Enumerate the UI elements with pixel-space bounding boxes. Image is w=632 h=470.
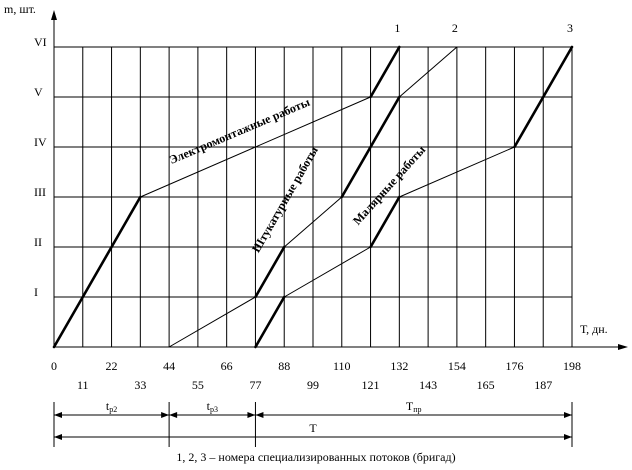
flow-segment — [513, 45, 574, 149]
y-tick-label: V — [34, 85, 43, 99]
span-label-main: t — [106, 399, 110, 413]
x-tick-label: 66 — [221, 359, 233, 373]
x-tick-label: 154 — [448, 359, 466, 373]
flow-segment — [254, 245, 286, 299]
work-label: Штукатурные работы — [249, 143, 321, 254]
y-tick-label: I — [34, 285, 38, 299]
flow-segment — [254, 295, 286, 349]
x-tick-label: 22 — [106, 359, 118, 373]
y-tick-label: III — [34, 185, 46, 199]
flow-label: 3 — [567, 21, 573, 35]
y-tick-label: VI — [34, 35, 47, 49]
flow-segment — [283, 196, 343, 248]
span-label-sub: р2 — [109, 405, 117, 414]
x-tick-label: 198 — [563, 359, 581, 373]
x-tick-label: 132 — [390, 359, 408, 373]
y-axis-arrow — [51, 10, 57, 20]
span-arrow — [54, 434, 62, 440]
x-tick-label: 88 — [278, 359, 290, 373]
x-tick-label: 0 — [51, 359, 57, 373]
y-tick-label: IV — [34, 135, 47, 149]
span-label: Tпр — [406, 399, 422, 414]
flow-segment — [398, 146, 515, 198]
flow-segment — [52, 195, 142, 349]
flow-segment — [139, 96, 372, 198]
span-label: T — [309, 421, 317, 435]
work-label: Электромонтажные работы — [167, 95, 312, 167]
caption: 1, 2, 3 – номера специализированных пото… — [176, 450, 455, 464]
x-tick-label: 176 — [505, 359, 523, 373]
span-label-sub: р3 — [210, 405, 218, 414]
x-tick-label: 11 — [77, 378, 89, 392]
y-axis-label: m, шт. — [4, 2, 36, 16]
y-tick-label: II — [34, 235, 42, 249]
span-arrow — [161, 412, 170, 418]
span-label-main: T — [406, 399, 414, 413]
span-arrow — [54, 412, 62, 418]
flow-segment — [398, 46, 458, 98]
x-tick-label: 165 — [477, 378, 495, 392]
x-tick-label: 33 — [134, 378, 146, 392]
x-tick-label: 77 — [249, 378, 261, 392]
flow-segment — [369, 195, 401, 249]
span-arrow — [564, 434, 572, 440]
x-axis-arrow — [618, 344, 628, 350]
span-label-main: T — [309, 421, 317, 435]
span-arrow — [564, 412, 572, 418]
x-tick-label: 110 — [333, 359, 351, 373]
span-arrow — [169, 412, 178, 418]
x-tick-label: 187 — [534, 378, 552, 392]
flow-label: 2 — [452, 21, 458, 35]
x-tick-label: 143 — [419, 378, 437, 392]
span-label-main: t — [207, 399, 211, 413]
x-tick-label: 99 — [307, 378, 319, 392]
flow-segment — [283, 246, 372, 298]
x-tick-label: 44 — [163, 359, 175, 373]
x-tick-label: 55 — [192, 378, 204, 392]
x-axis-label: Т, дн. — [580, 322, 608, 336]
span-arrow — [255, 412, 264, 418]
flow-segment — [340, 95, 401, 199]
span-label: tр2 — [106, 399, 117, 414]
flow-segment — [168, 296, 256, 348]
flow-segment — [369, 45, 401, 99]
span-label: tр3 — [207, 399, 218, 414]
span-arrow — [247, 412, 256, 418]
span-label-sub: пр — [413, 405, 421, 414]
x-tick-label: 121 — [362, 378, 380, 392]
flow-label: 1 — [394, 21, 400, 35]
